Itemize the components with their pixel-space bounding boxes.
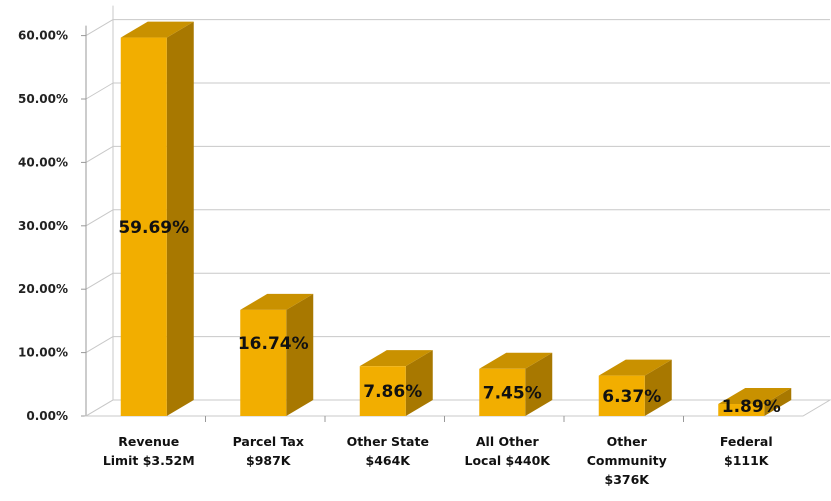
bar-front (718, 404, 765, 416)
category-label-line: $464K (366, 453, 412, 468)
bars (120, 21, 792, 416)
category-label: All Other Local $440K (464, 434, 551, 468)
data-labels: 59.69% 16.74% 7.86% 7.45% 6.37% 1.89% (118, 218, 780, 417)
gridline-wall (85, 19, 114, 37)
y-tick-label: 0.00% (26, 409, 68, 423)
category-label-line: Local $440K (464, 453, 551, 468)
bar-front (598, 375, 645, 416)
category-labels: Revenue Limit $3.52M Parcel Tax $987K Other … (103, 434, 773, 487)
gridline-wall (85, 272, 114, 290)
category-label-line: Other (607, 434, 648, 449)
bar-top (240, 293, 314, 310)
data-label: 1.89% (722, 397, 781, 417)
bar-front (120, 37, 167, 416)
axes (81, 5, 831, 422)
bar-top (120, 21, 194, 38)
bar-side (644, 359, 672, 416)
bar-side (405, 350, 433, 416)
bar-front (359, 366, 406, 416)
category-label-line: $376K (605, 472, 651, 487)
category-label: Federal $111K (720, 434, 773, 468)
bar (359, 350, 433, 416)
bar (598, 359, 672, 416)
bar (718, 388, 792, 416)
bar (120, 21, 194, 416)
bar-side (286, 293, 314, 416)
bar-side (764, 388, 792, 416)
bar-front (240, 309, 287, 416)
bar-top (359, 350, 433, 367)
bar-top (479, 352, 553, 369)
gridline-wall (85, 336, 114, 354)
category-label-line: $987K (246, 453, 292, 468)
bar (240, 293, 314, 416)
category-label-line: All Other (476, 434, 540, 449)
category-label-line: Parcel Tax (233, 434, 304, 449)
category-label: Other Community $376K (587, 434, 667, 487)
data-label: 7.86% (363, 382, 422, 402)
gridline-wall (85, 82, 114, 100)
category-label: Parcel Tax $987K (233, 434, 304, 468)
y-tick-label: 50.00% (18, 92, 68, 106)
data-label: 6.37% (602, 387, 661, 407)
data-label: 16.74% (238, 334, 309, 354)
bar-top (598, 359, 672, 376)
y-tick-label: 40.00% (18, 155, 68, 169)
y-tick-labels: 0.00% 10.00% 20.00% 30.00% 40.00% 50.00% 60.00… (18, 29, 68, 423)
bar-top (718, 388, 792, 405)
y-tick-label: 30.00% (18, 219, 68, 233)
y-tick-label: 60.00% (18, 29, 68, 43)
y-tick-label: 20.00% (18, 282, 68, 296)
category-label-line: Revenue (118, 434, 179, 449)
category-label-line: Community (587, 453, 667, 468)
data-label: 59.69% (118, 218, 189, 238)
gridline-wall (85, 145, 114, 163)
category-label: Revenue Limit $3.52M (103, 434, 195, 468)
bar-side (525, 352, 553, 416)
bar-front (479, 368, 526, 416)
category-label: Other State $464K (347, 434, 429, 468)
category-label-line: Federal (720, 434, 773, 449)
category-label-line: Other State (347, 434, 429, 449)
gridline-wall (85, 209, 114, 227)
y-tick-label: 10.00% (18, 346, 68, 360)
bar-side (166, 21, 194, 416)
category-label-line: Limit $3.52M (103, 453, 195, 468)
category-label-line: $111K (724, 453, 770, 468)
bar (479, 352, 553, 416)
data-label: 7.45% (483, 383, 542, 403)
gridlines (85, 19, 830, 417)
